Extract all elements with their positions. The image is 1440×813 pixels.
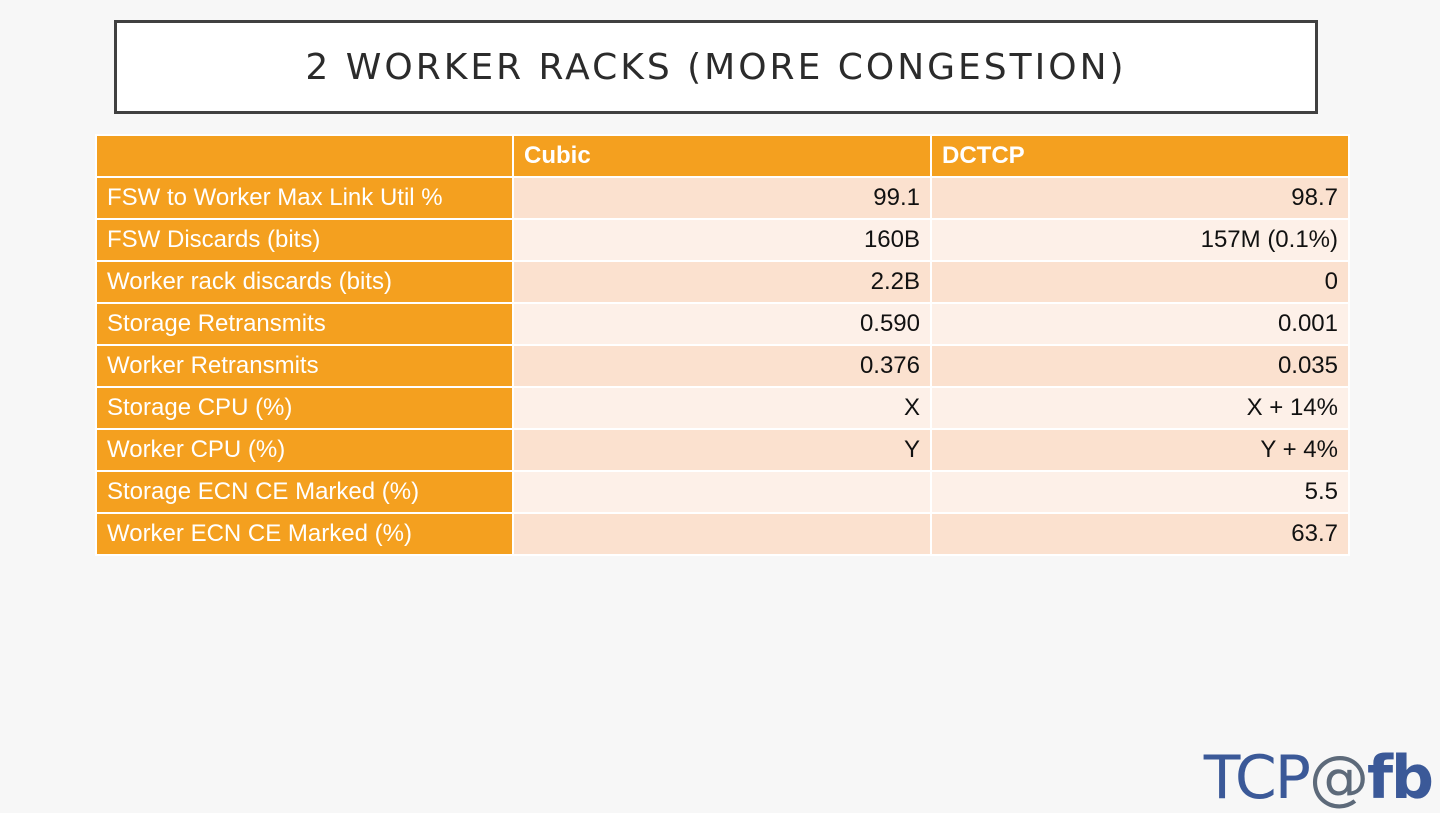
- slide-title: 2 WORKER RACKS (MORE CONGESTION): [305, 46, 1127, 88]
- table-row: Storage Retransmits 0.590 0.001: [95, 302, 1350, 346]
- dctcp-value: 157M (0.1%): [930, 218, 1350, 262]
- dctcp-value: X + 14%: [930, 386, 1350, 430]
- table-row: Worker CPU (%) Y Y + 4%: [95, 428, 1350, 472]
- dctcp-value: 0.035: [930, 344, 1350, 388]
- title-box: 2 WORKER RACKS (MORE CONGESTION): [114, 20, 1318, 114]
- dctcp-value: 63.7: [930, 512, 1350, 556]
- tcp-at-fb-logo: TCP@fb: [1204, 748, 1434, 808]
- row-label: Worker ECN CE Marked (%): [95, 512, 514, 556]
- logo-fb: fb: [1366, 743, 1434, 813]
- dctcp-value: 0: [930, 260, 1350, 304]
- row-label: Storage ECN CE Marked (%): [95, 470, 514, 514]
- dctcp-value: 0.001: [930, 302, 1350, 346]
- table-row: Worker ECN CE Marked (%) 63.7: [95, 512, 1350, 556]
- cubic-value: 160B: [512, 218, 932, 262]
- table-header-row: Cubic DCTCP: [95, 134, 1350, 178]
- cubic-value: X: [512, 386, 932, 430]
- table-row: Worker rack discards (bits) 2.2B 0: [95, 260, 1350, 304]
- row-label: FSW Discards (bits): [95, 218, 514, 262]
- logo-at: @: [1308, 743, 1369, 813]
- row-label: Storage CPU (%): [95, 386, 514, 430]
- cubic-value: 2.2B: [512, 260, 932, 304]
- row-label: Worker rack discards (bits): [95, 260, 514, 304]
- table-row: FSW Discards (bits) 160B 157M (0.1%): [95, 218, 1350, 262]
- row-label: Worker Retransmits: [95, 344, 514, 388]
- table-row: Worker Retransmits 0.376 0.035: [95, 344, 1350, 388]
- header-empty: [95, 134, 514, 178]
- table-row: FSW to Worker Max Link Util % 99.1 98.7: [95, 176, 1350, 220]
- cubic-value: Y: [512, 428, 932, 472]
- cubic-value: 0.590: [512, 302, 932, 346]
- row-label: Worker CPU (%): [95, 428, 514, 472]
- logo-tcp: TCP: [1203, 743, 1311, 813]
- cubic-value: 0.376: [512, 344, 932, 388]
- row-label: FSW to Worker Max Link Util %: [95, 176, 514, 220]
- dctcp-value: 5.5: [930, 470, 1350, 514]
- row-label: Storage Retransmits: [95, 302, 514, 346]
- comparison-table: Cubic DCTCP FSW to Worker Max Link Util …: [95, 134, 1350, 556]
- header-cubic: Cubic: [512, 134, 932, 178]
- dctcp-value: 98.7: [930, 176, 1350, 220]
- cubic-value: 99.1: [512, 176, 932, 220]
- table-row: Storage ECN CE Marked (%) 5.5: [95, 470, 1350, 514]
- table-row: Storage CPU (%) X X + 14%: [95, 386, 1350, 430]
- cubic-value: [512, 512, 932, 556]
- header-dctcp: DCTCP: [930, 134, 1350, 178]
- dctcp-value: Y + 4%: [930, 428, 1350, 472]
- cubic-value: [512, 470, 932, 514]
